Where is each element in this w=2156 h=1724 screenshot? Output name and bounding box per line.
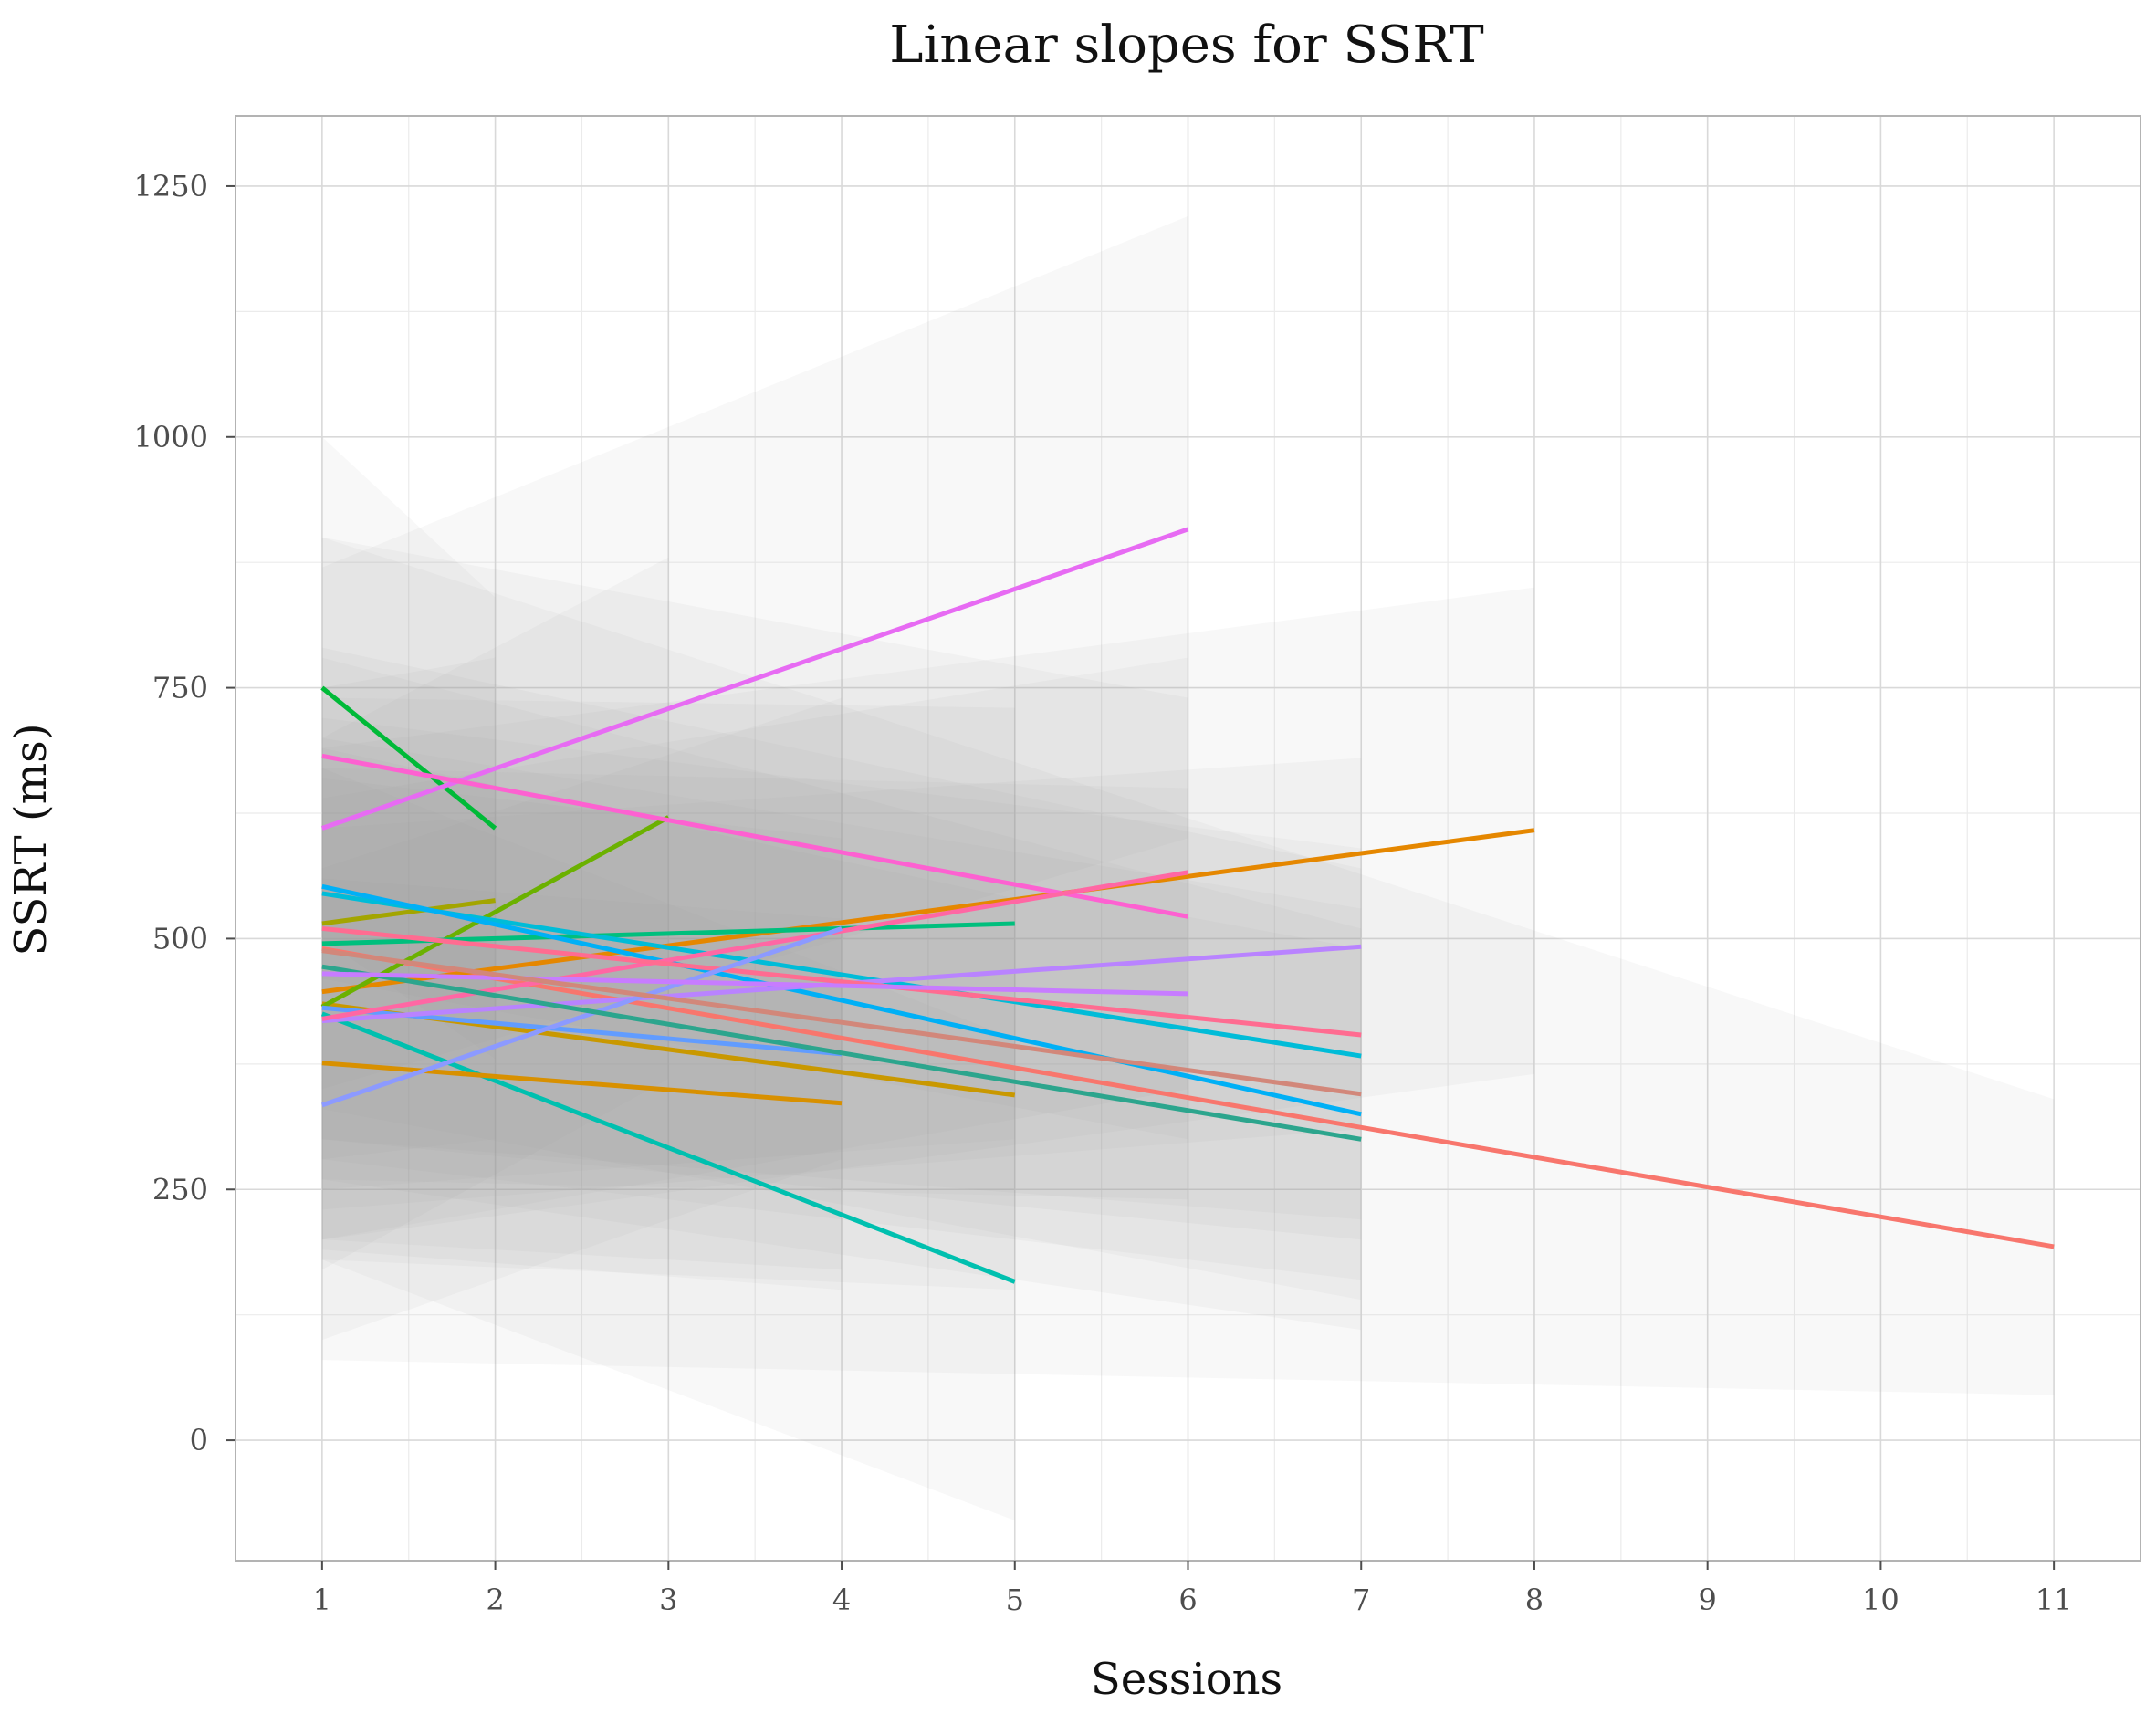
axis-layer: 1 2 3 4 5 6 7 8 9 10 11 0 250 500 750 1000 1250 xyxy=(134,169,2073,1617)
series-line-20 xyxy=(321,971,1188,997)
series-line-2 xyxy=(321,828,1535,995)
series-line-19 xyxy=(321,964,1362,1142)
confidence-band-13 xyxy=(321,215,1188,1090)
y-tick-label: 250 xyxy=(152,1172,208,1207)
x-axis-title: Sessions xyxy=(1091,1654,1282,1705)
y-tick-label: 0 xyxy=(190,1423,208,1458)
x-tick-label: 4 xyxy=(832,1583,851,1617)
x-tick-label: 10 xyxy=(1862,1583,1900,1617)
x-tick-label: 5 xyxy=(1006,1583,1024,1617)
confidence-band-8 xyxy=(321,768,1015,1521)
series-line-21 xyxy=(321,948,1362,1097)
confidence-band-19 xyxy=(321,758,1362,1331)
series-line-4 xyxy=(321,898,496,926)
y-tick-label: 500 xyxy=(152,921,208,956)
grid-layer xyxy=(235,116,2140,1561)
x-tick-label: 8 xyxy=(1525,1583,1544,1617)
series-line-17 xyxy=(321,1061,843,1106)
confidence-band-9 xyxy=(321,647,1362,1240)
series-line-13 xyxy=(321,527,1189,831)
series-line-15 xyxy=(321,870,1188,1021)
confidence-band-21 xyxy=(321,737,1362,1280)
series-line-16 xyxy=(321,925,1362,1038)
confidence-band-6 xyxy=(321,436,496,1060)
x-tick-label: 7 xyxy=(1352,1583,1370,1617)
series-line-6 xyxy=(320,685,497,831)
confidence-band-15 xyxy=(321,657,1188,1240)
confidence-band-11 xyxy=(321,778,843,1270)
confidence-band-3 xyxy=(321,747,1015,1290)
x-tick-label: 11 xyxy=(2036,1583,2073,1617)
y-tick-label: 750 xyxy=(152,671,208,705)
x-tick-label: 9 xyxy=(1699,1583,1717,1617)
y-tick-label: 1000 xyxy=(134,420,208,455)
series-line-10 xyxy=(321,883,1362,1117)
series-line-18 xyxy=(321,926,843,1108)
x-tick-label: 3 xyxy=(659,1583,677,1617)
confidence-bands xyxy=(321,215,2055,1521)
confidence-band-10 xyxy=(321,657,1362,1301)
x-tick-label: 2 xyxy=(486,1583,504,1617)
series-line-9 xyxy=(321,891,1362,1059)
chart-title: Linear slopes for SSRT xyxy=(889,16,1483,75)
y-tick-label: 1250 xyxy=(134,169,208,204)
y-axis-title: SSRT (ms) xyxy=(5,723,57,956)
x-tick-label: 6 xyxy=(1178,1583,1197,1617)
x-tick-label: 1 xyxy=(313,1583,331,1617)
series-line-14 xyxy=(321,753,1188,919)
series-line-8 xyxy=(320,1011,1016,1284)
regression-lines xyxy=(320,527,2055,1284)
